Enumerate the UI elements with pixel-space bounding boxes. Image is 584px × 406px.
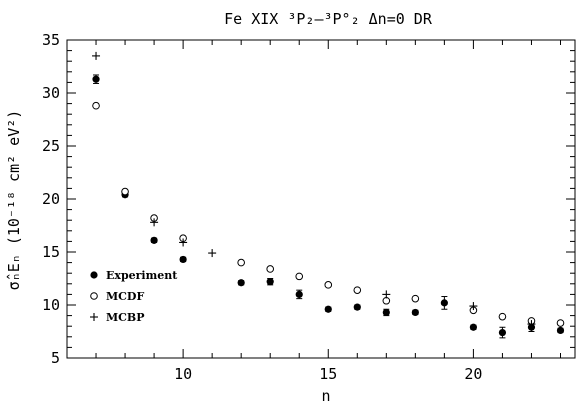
experiment-point xyxy=(411,308,419,317)
legend: Experiment MCDF MCBP xyxy=(90,269,178,324)
y-tick-label: 15 xyxy=(42,243,60,261)
y-tick-label: 30 xyxy=(42,84,60,102)
legend-item-mcbp: MCBP xyxy=(90,311,145,324)
data-marks xyxy=(92,51,565,339)
mcbp-point xyxy=(382,290,391,299)
mcbp-point xyxy=(469,302,478,311)
y-axis: 5 10 15 20 25 30 35 xyxy=(42,31,575,367)
mcdf-point xyxy=(237,258,245,267)
series-mcdf xyxy=(92,101,565,327)
x-tick-label: 20 xyxy=(464,365,482,383)
legend-label: MCBP xyxy=(106,311,145,324)
mcdf-point xyxy=(295,272,304,281)
experiment-point xyxy=(266,278,274,286)
series-mcbp xyxy=(92,51,536,329)
experiment-point xyxy=(324,305,332,313)
y-tick-label: 5 xyxy=(51,349,60,367)
mcdf-point xyxy=(92,101,100,110)
legend-label: MCDF xyxy=(106,290,144,303)
experiment-point xyxy=(90,271,98,279)
x-tick-label: 15 xyxy=(319,365,337,383)
mcbp-point xyxy=(208,249,217,258)
experiment-point xyxy=(382,308,390,317)
chart-title: Fe XIX ³P₂–³P°₂ Δn=0 DR xyxy=(224,10,433,28)
mcdf-point xyxy=(121,187,129,196)
y-axis-label: σ̂ₙEₙ (10⁻¹⁸ cm² eV²) xyxy=(5,110,23,291)
legend-label: Experiment xyxy=(106,269,178,282)
experiment-point xyxy=(556,326,565,335)
x-axis: 10 15 20 xyxy=(66,40,561,383)
mcbp-point xyxy=(150,218,159,227)
x-tick-label: 10 xyxy=(174,365,192,383)
y-tick-label: 20 xyxy=(42,190,60,208)
y-tick-label: 35 xyxy=(42,31,60,49)
experiment-point xyxy=(469,323,477,331)
experiment-point xyxy=(498,328,507,337)
mcdf-point xyxy=(353,286,362,294)
y-tick-label: 25 xyxy=(42,137,60,155)
experiment-point xyxy=(237,279,245,287)
experiment-point xyxy=(92,75,100,83)
series-experiment xyxy=(92,74,565,339)
mcbp-point xyxy=(92,51,101,60)
experiment-point xyxy=(179,255,187,264)
mcdf-point xyxy=(266,265,275,273)
x-axis-label: n xyxy=(321,387,330,405)
y-tick-label: 10 xyxy=(42,296,60,314)
experiment-point xyxy=(295,290,303,298)
mcdf-point xyxy=(324,281,333,289)
legend-item-experiment: Experiment xyxy=(90,269,178,282)
experiment-point xyxy=(440,299,448,307)
experiment-point xyxy=(353,303,361,311)
mcdf-point xyxy=(556,319,565,327)
mcbp-point xyxy=(90,313,98,321)
mcdf-point xyxy=(90,292,98,300)
mcdf-point xyxy=(498,312,507,321)
mcbp-point xyxy=(179,238,188,247)
legend-item-mcdf: MCDF xyxy=(90,290,144,303)
mcdf-point xyxy=(411,294,420,303)
experiment-point xyxy=(150,236,158,244)
mcdf-point xyxy=(382,296,391,305)
mcbp-point xyxy=(527,320,536,329)
